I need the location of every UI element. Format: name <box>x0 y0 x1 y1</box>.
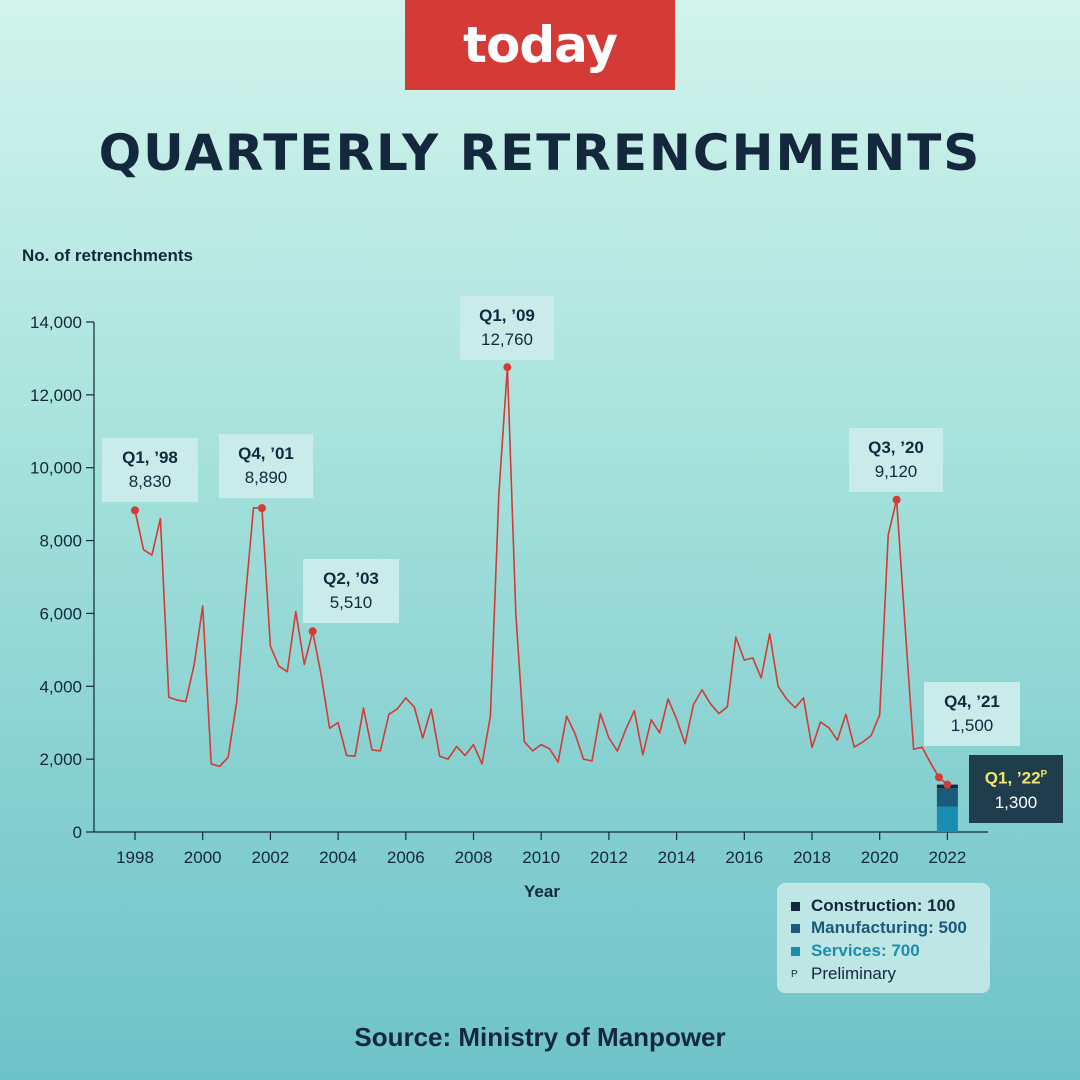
data-point-marker <box>503 363 512 372</box>
legend-preliminary: P Preliminary <box>791 963 896 985</box>
legend-label: Manufacturing: 500 <box>811 918 967 937</box>
source-note: Source: Ministry of Manpower <box>354 1022 726 1052</box>
callout-value: 5,510 <box>329 593 373 612</box>
series-line-retrenchments <box>134 366 948 786</box>
callout-value: 8,830 <box>128 472 172 491</box>
callout-value: 8,890 <box>244 468 288 487</box>
callout-q1-09: Q1, ’09 12,760 <box>460 296 554 360</box>
y-tick-label: 8,000 <box>39 532 82 551</box>
y-tick-label: 6,000 <box>39 604 82 623</box>
callout-label: Q1, ’22P <box>984 768 1048 788</box>
data-point-marker <box>308 627 317 636</box>
callout-label: Q1, ’98 <box>122 448 178 467</box>
data-point-marker <box>943 780 952 789</box>
data-point-marker <box>934 773 943 782</box>
y-tick-label: 2,000 <box>39 750 82 769</box>
legend-manufacturing: Manufacturing: 500 <box>791 917 967 939</box>
preliminary-mark: P <box>1040 769 1048 780</box>
x-tick-label: 2000 <box>184 848 222 867</box>
data-point-marker <box>131 506 139 515</box>
callout-value: 9,120 <box>874 462 918 481</box>
callout-value: 1,500 <box>950 716 994 735</box>
x-tick-label: 2020 <box>861 848 899 867</box>
x-tick-label: 2010 <box>522 848 560 867</box>
x-tick-label: 2008 <box>455 848 493 867</box>
callout-label: Q4, ’01 <box>238 444 294 463</box>
callout-label: Q3, ’20 <box>868 438 924 457</box>
y-tick-label: 14,000 <box>30 313 82 332</box>
legend-label: Preliminary <box>811 964 897 983</box>
legend-swatch <box>791 946 800 956</box>
legend: Construction: 100 Manufacturing: 500 Ser… <box>777 883 990 993</box>
x-tick-label: 2004 <box>319 848 357 867</box>
y-tick-label: 0 <box>73 823 82 842</box>
chart-title: QUARTERLY RETRENCHMENTS <box>98 124 982 182</box>
callout-label: Q1, ’09 <box>479 306 535 325</box>
callout-q4-21: Q4, ’21 1,500 <box>924 682 1020 746</box>
callout-q2-03: Q2, ’03 5,510 <box>303 559 399 623</box>
legend-construction: Construction: 100 <box>791 895 956 917</box>
x-tick-label: 2006 <box>387 848 425 867</box>
callout-label: Q2, ’03 <box>323 569 379 588</box>
y-axis-label: No. of retrenchments <box>22 246 193 265</box>
x-axis-label: Year <box>524 882 560 901</box>
callout-label: Q4, ’21 <box>944 692 1000 711</box>
legend-label: Construction: 100 <box>811 896 956 915</box>
x-tick-label: 2016 <box>725 848 763 867</box>
x-tick-label: 2002 <box>251 848 289 867</box>
callout-value: 1,300 <box>994 792 1038 812</box>
y-tick-label: 4,000 <box>39 677 82 696</box>
legend-swatch <box>791 901 800 911</box>
callout-value: 12,760 <box>481 330 533 349</box>
data-point-marker <box>257 504 266 513</box>
callout-q1-22: Q1, ’22P 1,300 <box>969 755 1063 823</box>
x-tick-label: 2014 <box>658 848 696 867</box>
legend-swatch <box>791 923 800 933</box>
data-point-marker <box>892 495 901 504</box>
y-tick-label: 10,000 <box>30 459 82 478</box>
callout-q3-20: Q3, ’20 9,120 <box>849 428 943 492</box>
bar-segment-manufacturing <box>936 788 958 807</box>
legend-preliminary-mark: P <box>791 968 798 980</box>
legend-services: Services: 700 <box>791 940 920 962</box>
today-logo: today <box>405 0 675 90</box>
bar-segment-services <box>936 806 958 832</box>
y-tick-label: 12,000 <box>30 386 82 405</box>
callout-q4-01: Q4, ’01 8,890 <box>219 434 313 498</box>
x-tick-label: 1998 <box>116 848 154 867</box>
x-tick-label: 2022 <box>928 848 966 867</box>
x-tick-label: 2018 <box>793 848 831 867</box>
x-tick-label: 2012 <box>590 848 628 867</box>
callout-q1-98: Q1, ’98 8,830 <box>102 438 198 502</box>
legend-label: Services: 700 <box>811 941 920 960</box>
